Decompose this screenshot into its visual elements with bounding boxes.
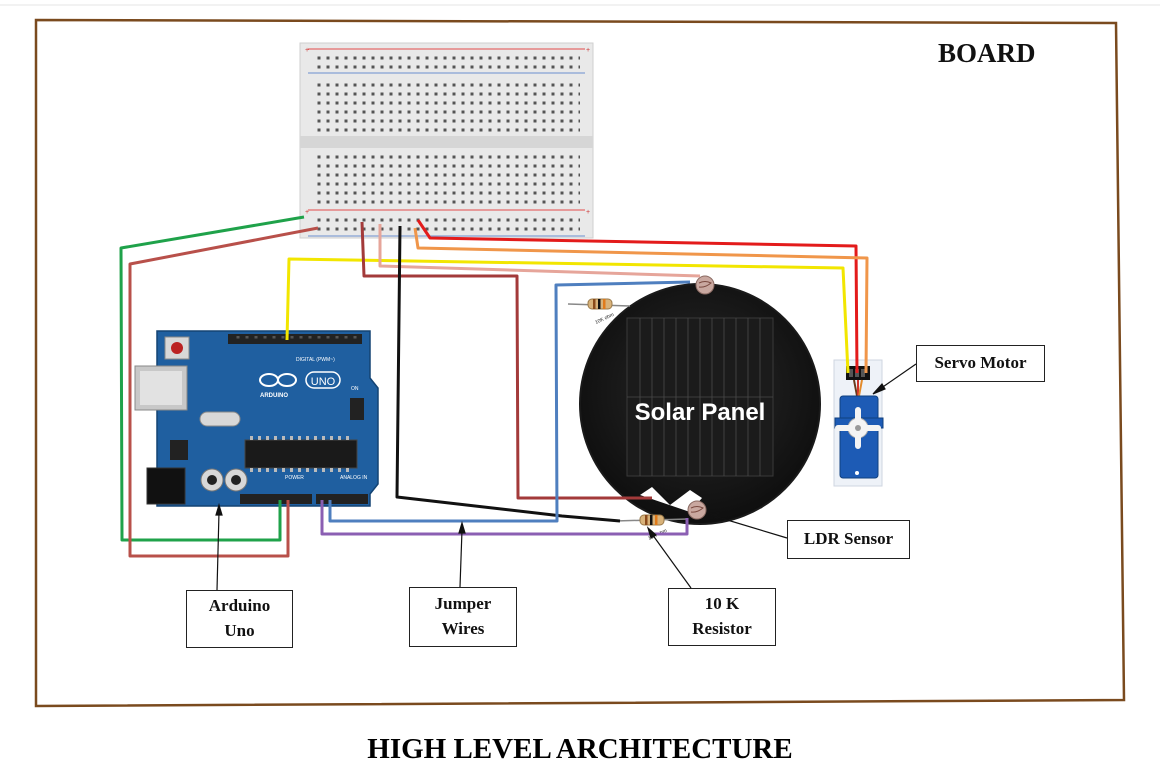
wire-yellow: [285, 257, 850, 374]
arduino-on-label: ON: [351, 386, 359, 392]
arduino-digital-label: DIGITAL (PWM~): [296, 357, 335, 363]
wire-purple: [320, 500, 689, 536]
servo-motor: [833, 359, 884, 487]
breadboard: + + + +: [299, 42, 594, 239]
arduino-logo-text: UNO: [311, 376, 336, 388]
callout-resistor-line2: Resistor: [692, 619, 752, 638]
callout-resistor: 10 K Resistor: [668, 588, 776, 646]
callout-servo-motor: Servo Motor: [916, 345, 1045, 382]
jumper-wires: [119, 215, 869, 558]
callout-arduino-uno: Arduino Uno: [186, 590, 293, 648]
wire-orange: [413, 227, 869, 374]
callout-jumper-wires: Jumper Wires: [409, 587, 517, 647]
wire-pink: [378, 224, 701, 278]
callout-arduino-uno-line1: Arduino: [208, 596, 271, 616]
resistor-top: 10K ohm: [567, 298, 631, 326]
arduino-analog-label: ANALOG IN: [340, 475, 368, 481]
svg-text:+: +: [586, 47, 590, 54]
callout-ldr-sensor: LDR Sensor: [787, 520, 910, 559]
board-frame: [34, 18, 1126, 708]
callout-jumper-wires-line2: Wires: [441, 619, 485, 638]
wire-darkred-ldr: [360, 221, 652, 500]
board-title: BOARD: [938, 38, 1036, 68]
solar-panel-label: Solar Panel: [635, 399, 766, 426]
svg-text:+: +: [586, 209, 590, 216]
arduino-brand-text: ARDUINO: [260, 393, 288, 399]
wire-blue: [328, 280, 691, 523]
arduino-power-label: POWER: [285, 475, 304, 481]
svg-text:+: +: [305, 209, 309, 216]
callout-leaders: [215, 363, 917, 591]
callout-arduino-uno-line2: Uno: [224, 621, 255, 640]
wire-darkred-power: [128, 226, 319, 558]
svg-text:+: +: [305, 47, 309, 54]
wire-black: [395, 225, 621, 523]
ldr-sensor-top: [695, 275, 715, 295]
arduino-uno-board: UNO ARDUINO DIGITAL (PWM~) ON POWER ANAL…: [134, 330, 379, 507]
callout-resistor-line1: 10 K: [704, 594, 740, 614]
ldr-sensor-bottom: [687, 500, 707, 520]
diagram-caption: HIGH LEVEL ARCHITECTURE: [367, 733, 793, 765]
callout-ldr-sensor-text: LDR Sensor: [803, 529, 894, 549]
callout-servo-motor-text: Servo Motor: [934, 353, 1027, 373]
solar-panel: Solar Panel: [579, 283, 821, 525]
wire-green: [119, 215, 305, 542]
wire-red: [416, 219, 859, 374]
callout-jumper-wires-line1: Jumper: [434, 594, 492, 614]
